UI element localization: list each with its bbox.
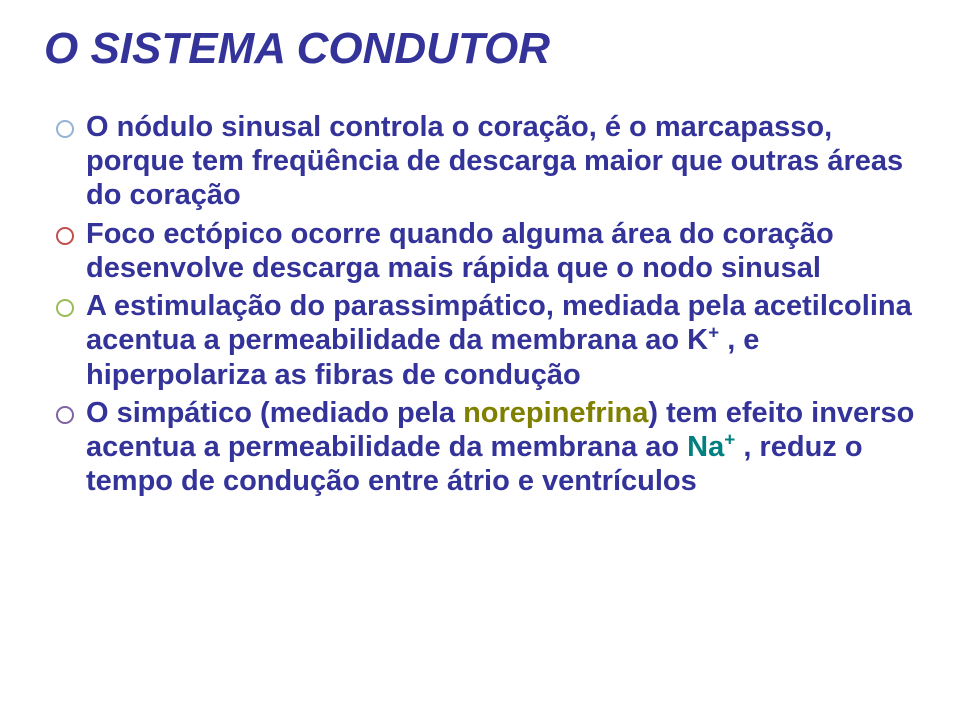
slide-title: O SISTEMA CONDUTOR [44,24,920,74]
text-segment: Na [687,431,724,463]
bullet-item: O simpático (mediado pela norepinefrina)… [56,396,920,499]
bullet-item: A estimulação do parassimpático, mediada… [56,289,920,392]
text-segment: O nódulo sinusal controla o coração, é o… [86,111,903,211]
bullet-item: O nódulo sinusal controla o coração, é o… [56,110,920,213]
slide: O SISTEMA CONDUTOR O nódulo sinusal cont… [0,0,960,542]
text-segment: O simpático (mediado pela [86,397,463,429]
bullet-list: O nódulo sinusal controla o coração, é o… [36,110,920,498]
text-segment: + [708,322,719,343]
text-segment: + [724,428,735,449]
text-segment: A estimulação do parassimpático, mediada… [86,290,912,356]
text-segment: norepinefrina [463,397,648,429]
bullet-item: Foco ectópico ocorre quando alguma área … [56,217,920,285]
text-segment: Foco ectópico ocorre quando alguma área … [86,218,834,284]
